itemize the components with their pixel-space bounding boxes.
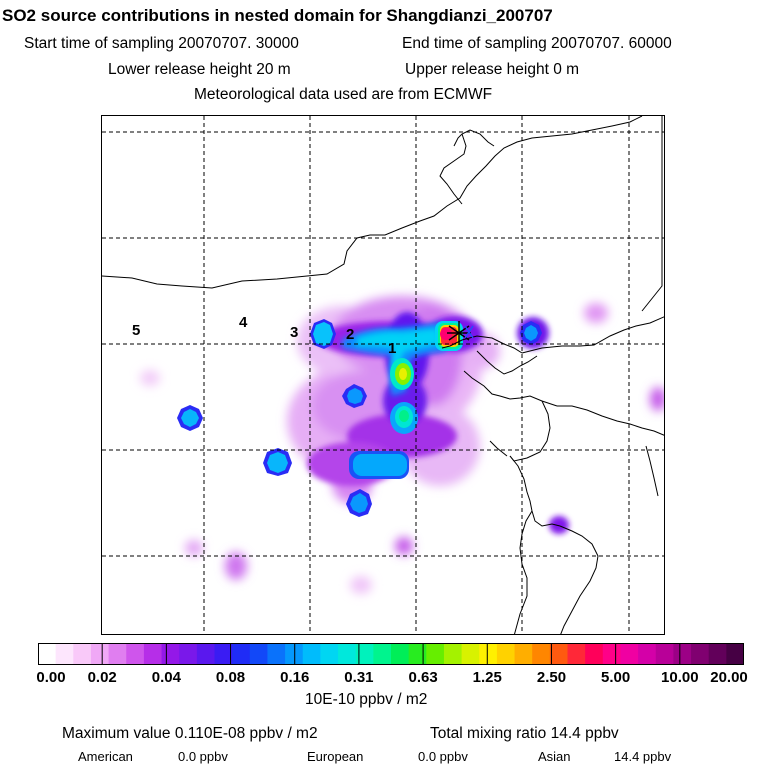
colorbar-cell: [638, 643, 657, 665]
european-label: European: [307, 749, 364, 764]
colorbar-cell: [320, 643, 339, 665]
colorbar-cell: [443, 643, 463, 665]
zone-label-4: 4: [239, 314, 248, 331]
colorbar-tick-label: 20.00: [710, 669, 748, 686]
colorbar-cell: [585, 643, 604, 665]
colorbar: [38, 643, 744, 665]
colorbar-unit-label: 10E-10 ppbv / m2: [305, 691, 428, 708]
high-concentration-cores: [177, 319, 542, 517]
map-canvas: [102, 116, 664, 634]
colorbar-cell: [567, 643, 586, 665]
european-value: 0.0 ppbv: [418, 749, 468, 764]
asian-value: 14.4 ppbv: [614, 749, 672, 764]
colorbar-cell: [143, 643, 163, 665]
colorbar-cell: [514, 643, 533, 665]
colorbar-cell: [479, 643, 498, 665]
american-label: American: [78, 749, 133, 764]
colorbar-cell: [232, 643, 251, 665]
colorbar-tick-label: 0.16: [280, 669, 310, 686]
colorbar-cell: [355, 643, 374, 665]
zone-label-3: 3: [290, 324, 299, 341]
asian-label: Asian: [538, 749, 571, 764]
colorbar-cell: [55, 643, 74, 665]
map-panel[interactable]: 1 2 3 4 5: [101, 115, 665, 635]
lower-release-label: Lower release height 20 m: [108, 61, 291, 78]
zone-label-5: 5: [132, 322, 141, 339]
zone-label-1: 1: [388, 340, 397, 357]
colorbar-cell: [708, 643, 727, 665]
colorbar-tick-label: 0.02: [87, 669, 117, 686]
colorbar-cell: [461, 643, 480, 665]
colorbar-frame: [38, 643, 744, 665]
met-data-label: Meteorological data used are from ECMWF: [194, 86, 493, 103]
colorbar-cell: [285, 643, 304, 665]
colorbar-cell: [249, 643, 268, 665]
colorbar-tick-label: 0.08: [215, 669, 246, 686]
colorbar-cell: [620, 643, 639, 665]
colorbar-cell: [655, 643, 674, 665]
colorbar-cell: [161, 643, 180, 665]
colorbar-tick-label: 5.00: [601, 669, 631, 686]
colorbar-ticks: [101, 643, 681, 665]
colorbar-cell: [214, 643, 233, 665]
colorbar-tick-label: 0.04: [151, 669, 181, 686]
colorbar-tick-label: 0.31: [344, 669, 374, 686]
colorbar-tick-label: 10.00: [661, 669, 699, 686]
colorbar-cell: [302, 643, 321, 665]
upper-release-label: Upper release height 0 m: [405, 61, 580, 78]
colorbar-cell: [391, 643, 410, 665]
colorbar-cell: [38, 643, 57, 665]
plot-title: SO2 source contributions in nested domai…: [2, 6, 553, 25]
colorbar-tick-label: 0.00: [36, 669, 66, 686]
colorbar-cell: [179, 643, 198, 665]
colorbar-cell: [549, 643, 568, 665]
station-star-icon[interactable]: [447, 321, 474, 345]
colorbar-cell: [373, 643, 392, 665]
graticule: [102, 116, 664, 634]
colorbar-tick-label: 1.25: [472, 669, 502, 686]
colorbar-cell: [532, 643, 551, 665]
colorbar-cell: [408, 643, 427, 665]
colorbar-tick-label: 2.50: [536, 669, 567, 686]
colorbar-cell: [73, 643, 92, 665]
max-value-label: Maximum value 0.110E-08 ppbv / m2: [62, 725, 318, 742]
colorbar-cell: [673, 643, 692, 665]
colorbar-cell: [267, 643, 286, 665]
colorbar-cell: [108, 643, 127, 665]
colorbar-cell: [126, 643, 145, 665]
end-time-label: End time of sampling 20070707. 60000: [402, 35, 672, 52]
colorbar-cell: [90, 643, 110, 665]
colorbar-cell: [338, 643, 357, 665]
colorbar-tick-label: 0.63: [408, 669, 438, 686]
colorbar-cell: [602, 643, 621, 665]
colorbar-cell: [196, 643, 215, 665]
american-value: 0.0 ppbv: [178, 749, 228, 764]
start-time-label: Start time of sampling 20070707. 30000: [24, 35, 299, 52]
zone-label-2: 2: [346, 326, 355, 343]
colorbar-cells: [38, 643, 744, 665]
colorbar-cell: [426, 643, 445, 665]
colorbar-cell: [691, 643, 710, 665]
colorbar-cell: [496, 643, 516, 665]
colorbar-cell: [726, 643, 744, 665]
total-mixing-ratio-label: Total mixing ratio 14.4 ppbv: [430, 725, 619, 742]
